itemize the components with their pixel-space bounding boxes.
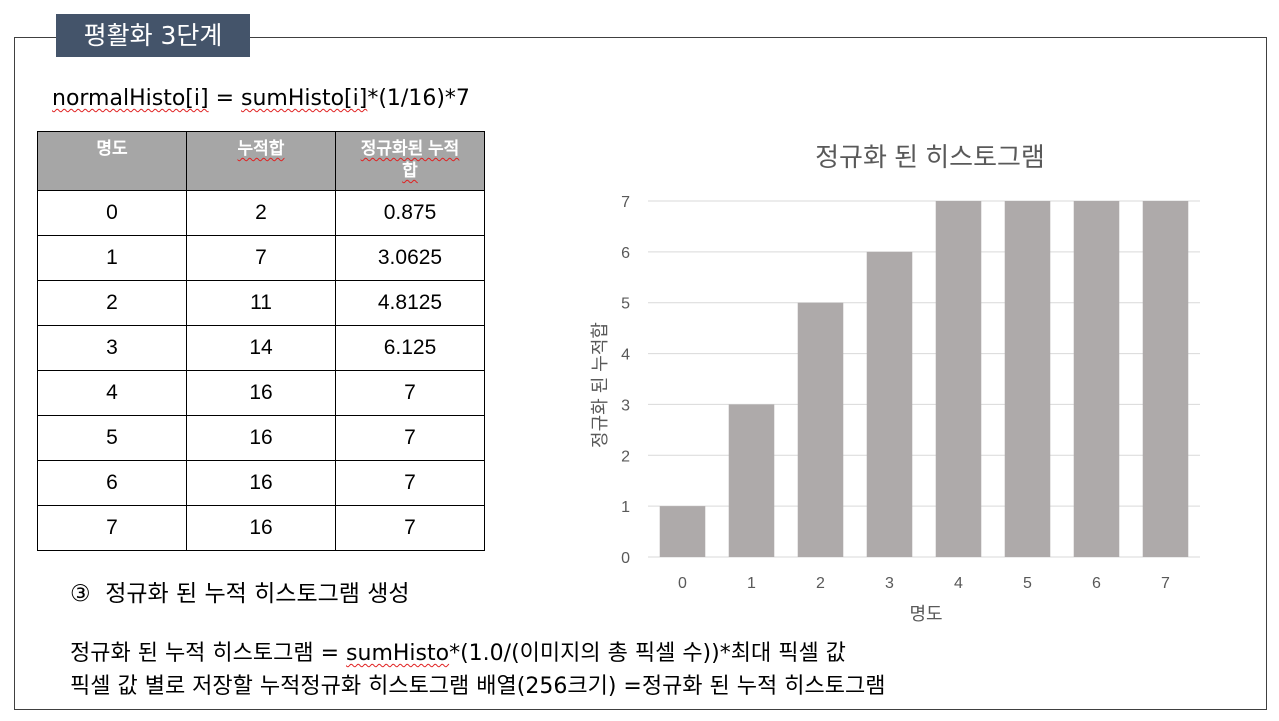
table-row: 2 11 4.8125 [37,280,485,326]
y-tick-label: 0 [621,550,630,567]
table-row: 5 16 7 [37,415,485,461]
x-tick-label: 3 [885,575,894,592]
formula-line-2: 픽셀 값 별로 저장할 누적정규화 히스토그램 배열(256크기) =정규화 된… [70,674,886,699]
chart-title: 정규화 된 히스토그램 [815,142,1045,172]
histogram-chart: 정규화 된 히스토그램 0 1 2 3 4 5 6 7 0 1 2 3 4 5 6 7 명도 정규화 된 누적합 [590,142,1200,624]
y-tick-label: 1 [621,499,630,516]
formula-top: normalHisto[i] = sumHisto[i]*(1/16)*7 [52,86,470,111]
step-caption: ③ 정규화 된 누적 히스토그램 생성 [70,581,410,607]
table-header-row: 명도 누적합 정규화된 누적합 [37,131,485,191]
y-tick-label: 5 [621,296,630,313]
formula-sum-histo: sumHisto[i] [241,86,368,111]
bar [866,251,913,557]
x-tick-label: 5 [1023,575,1032,592]
bar [1073,201,1120,557]
bar [797,302,844,557]
cumulative-table: 명도 누적합 정규화된 누적합 0 2 0.875 1 7 3.0625 2 11 4.81… [37,131,485,551]
x-tick-label: 6 [1092,575,1101,592]
formula-line-1: 정규화 된 누적 히스토그램 = sumHisto*(1.0/(이미지의 총 픽… [70,641,846,666]
slide-frame [14,37,1267,710]
header-normalized-sum: 정규화된 누적합 [335,131,485,191]
slide-title: 평활화 3단계 [56,14,250,57]
y-tick-label: 4 [621,347,630,364]
formula-factor: *(1/16)*7 [367,86,470,111]
formula-normal-histo: normalHisto[i] [52,86,209,111]
y-tick-label: 7 [621,194,630,211]
x-tick-label: 4 [954,575,963,592]
y-tick-label: 2 [621,448,630,465]
table-row: 4 16 7 [37,370,485,416]
bar [659,506,706,557]
table-row: 1 7 3.0625 [37,235,485,281]
bar [728,404,775,557]
table-row: 0 2 0.875 [37,190,485,236]
x-tick-label: 2 [816,575,825,592]
x-axis-label: 명도 [909,604,942,624]
header-cumulative-sum: 누적합 [186,131,336,191]
table-row: 3 14 6.125 [37,325,485,371]
bar [935,201,982,557]
table-row: 6 16 7 [37,460,485,506]
y-tick-label: 3 [621,397,630,414]
formula-bottom: 정규화 된 누적 히스토그램 = sumHisto*(1.0/(이미지의 총 픽… [70,637,885,703]
header-brightness: 명도 [37,131,187,191]
formula-equals: = [208,86,241,111]
bar [1142,201,1189,557]
x-tick-label: 0 [678,575,687,592]
x-tick-label: 7 [1161,575,1170,592]
table-row: 7 16 7 [37,505,485,551]
x-tick-label: 1 [747,575,756,592]
bar [1004,201,1051,557]
y-tick-label: 6 [621,245,630,262]
y-axis-label: 정규화 된 누적합 [590,322,610,448]
